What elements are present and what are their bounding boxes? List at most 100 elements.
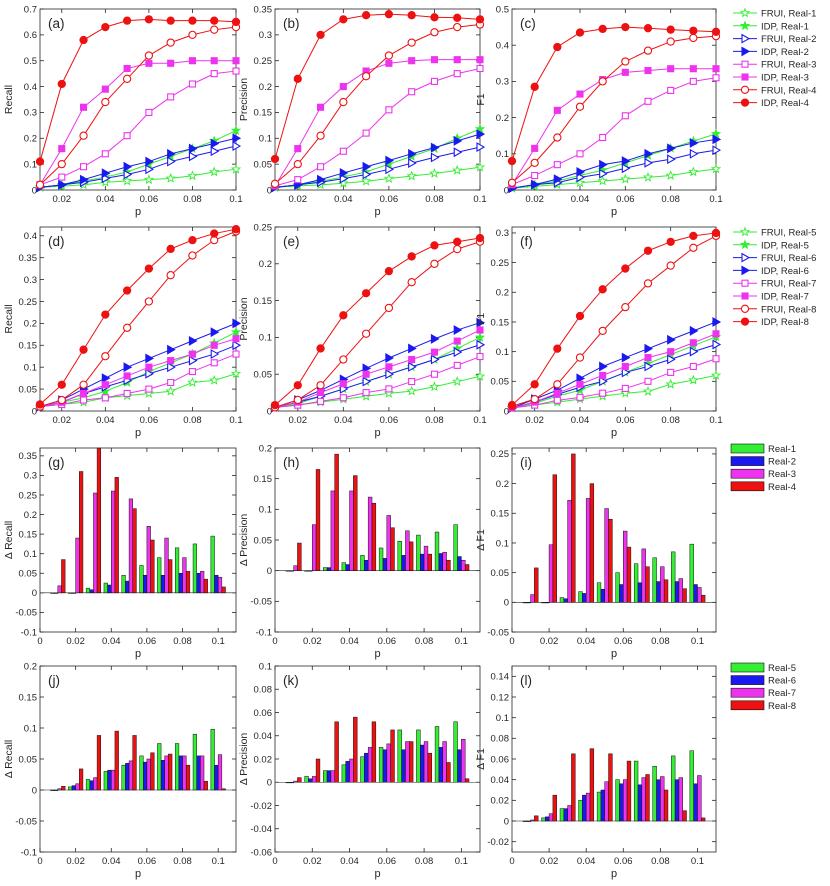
panel-b-point-idp-real-2 — [430, 142, 440, 153]
panel-i-bar-real-1 — [671, 551, 676, 603]
panel-i-bar-real-3 — [623, 530, 628, 603]
panel-a-point-frui-real-3 — [188, 80, 196, 88]
panel-e-point-idp-real-7 — [339, 380, 347, 388]
panel-f-ytick-label: 0.1 — [496, 347, 509, 358]
panel-k-bar-real-5 — [453, 721, 458, 783]
panel-h-xtick-label: 0.02 — [303, 636, 322, 647]
legend-line_top-label: IDP, Real-3 — [761, 73, 809, 84]
panel-b-point-idp-real-4 — [361, 11, 371, 20]
panel-i-bar-real-1 — [652, 557, 657, 603]
panel-f-point-idp-real-6 — [621, 352, 631, 363]
panel-e-xtick-label: 0.04 — [334, 415, 353, 426]
panel-k-bar-real-5 — [323, 770, 328, 783]
panel-c-point-idp-real-3 — [644, 66, 652, 75]
panel-i-bar-real-4 — [645, 566, 650, 603]
panel-h-bar-real-1 — [341, 562, 346, 571]
panel-b-xtick-label: 0.02 — [289, 194, 308, 205]
panel-k-bar-real-7 — [367, 747, 373, 783]
panel-d-point-frui-real-7 — [123, 389, 131, 398]
panel-e-point-frui-real-6 — [430, 354, 440, 365]
panel-k-bar-real-6 — [308, 778, 313, 783]
panel-c-point-frui-real-3 — [712, 74, 720, 82]
panel-a-point-idp-real-4 — [231, 17, 241, 27]
legend-line_bottom-swatch-marker — [739, 239, 751, 250]
panel-a-line-idp-real-4 — [39, 18, 237, 162]
panel-i-bar-real-4 — [663, 579, 669, 603]
panel-b-point-frui-real-3 — [385, 106, 393, 114]
legend-line_bottom-label: FRUI, Real-7 — [761, 279, 816, 290]
panel-d-ytick-label: 0.3 — [24, 275, 37, 286]
panel-a-xtick-label: 0.1 — [229, 194, 242, 205]
panel-a-point-frui-real-4 — [188, 30, 197, 40]
panel-d-xlabel: p — [135, 427, 141, 439]
panel-k-bar-real-7 — [442, 741, 447, 783]
legend-line_top-label: IDP, Real-1 — [761, 21, 809, 32]
panel-f-point-idp-real-8 — [507, 400, 517, 410]
panel-l-bar-real-7 — [530, 819, 535, 822]
panel-a-point-frui-real-1 — [187, 170, 198, 181]
panel-j-bar-real-6 — [196, 755, 201, 791]
panel-k-bar-real-5 — [360, 756, 365, 783]
panel-b-point-frui-real-2 — [408, 158, 417, 169]
panel-a-point-frui-real-1 — [121, 175, 133, 186]
panel-b-point-idp-real-4 — [475, 15, 485, 24]
panel-f-line-frui-real-8 — [511, 235, 717, 407]
panel-f-point-idp-real-7 — [689, 339, 697, 347]
panel-i-ytick-label: 0.15 — [491, 509, 510, 520]
panel-j-bar-real-8 — [168, 753, 173, 791]
panel-g-bar-real-2 — [71, 592, 76, 594]
panel-j-ylabel: Δ Recall — [3, 740, 15, 779]
panel-i-xtick-label: 0.02 — [540, 636, 559, 647]
panel-a-point-frui-real-4 — [57, 159, 66, 169]
panel-e-line-idp-real-7 — [274, 329, 481, 408]
panel-l-bar-real-5 — [652, 765, 657, 822]
panel-h-bar-real-3 — [442, 552, 447, 571]
panel-e-point-frui-real-7 — [339, 394, 347, 402]
panel-k-xtick-label: 0 — [272, 856, 277, 867]
panel-g-bar-real-4 — [168, 559, 173, 594]
legend-line_top-label: FRUI, Real-1 — [761, 9, 816, 20]
panel-e-point-idp-real-6 — [408, 343, 417, 354]
panel-g-bg — [40, 448, 236, 632]
panel-d-point-frui-real-8 — [57, 395, 66, 405]
panel-k-ylabel: Δ Precision — [238, 733, 250, 786]
panel-d-point-frui-real-6 — [210, 349, 220, 359]
panel-c-line-frui-real-3 — [511, 77, 717, 186]
panel-b-point-idp-real-3 — [339, 83, 347, 91]
panel-d-frame — [39, 226, 237, 412]
panel-b-line-frui-real-4 — [274, 24, 481, 185]
panel-h-ytick-label: 0.05 — [254, 535, 273, 546]
panel-l-bar-real-6 — [637, 784, 643, 822]
panel-a-point-frui-real-4 — [122, 74, 132, 83]
panel-a-point-frui-real-1 — [230, 163, 242, 174]
panel-i-bar-real-1 — [559, 597, 565, 603]
panel-a-point-frui-real-4 — [79, 131, 88, 140]
panel-g-bar-real-3 — [182, 557, 187, 594]
panel-a-xtick-label: 0.08 — [183, 194, 202, 205]
panel-e-ytick-label: 0 — [267, 406, 272, 417]
panel-i-bar-real-3 — [660, 566, 665, 603]
panel-g-bar-real-2 — [214, 574, 219, 594]
panel-d-point-frui-real-5 — [209, 374, 220, 385]
panel-a-ytick-label: 0 — [32, 185, 37, 196]
panel-i-xlabel: p — [611, 648, 617, 660]
panel-h-xtick-label: 0 — [272, 636, 277, 647]
panel-d-point-frui-real-7 — [101, 394, 109, 402]
panel-h-ytick-label: 0.15 — [254, 474, 273, 485]
panel-k-bar-real-6 — [382, 749, 388, 783]
panel-b-point-frui-real-2 — [362, 169, 372, 180]
panel-a-point-frui-real-2 — [145, 164, 154, 175]
panel-l-ytick-label: 0.1 — [496, 713, 509, 724]
panel-g-bar-real-1 — [139, 565, 144, 594]
panel-e-ytick-label: 0.2 — [259, 259, 272, 270]
panel-i-xtick-label: 0.1 — [691, 636, 704, 647]
panel-d-point-idp-real-7 — [210, 341, 218, 349]
legend-bar_bottom-label: Real-6 — [768, 676, 796, 687]
panel-f-point-idp-real-7 — [712, 330, 720, 338]
panel-b-point-frui-real-4 — [361, 72, 371, 81]
panel-a-point-frui-real-1 — [209, 166, 220, 177]
panel-c-point-frui-real-1 — [597, 175, 608, 186]
panel-l-bar-real-7 — [604, 781, 609, 822]
panel-a-point-idp-real-2 — [145, 156, 154, 167]
panel-g-bar-real-2 — [178, 573, 183, 594]
